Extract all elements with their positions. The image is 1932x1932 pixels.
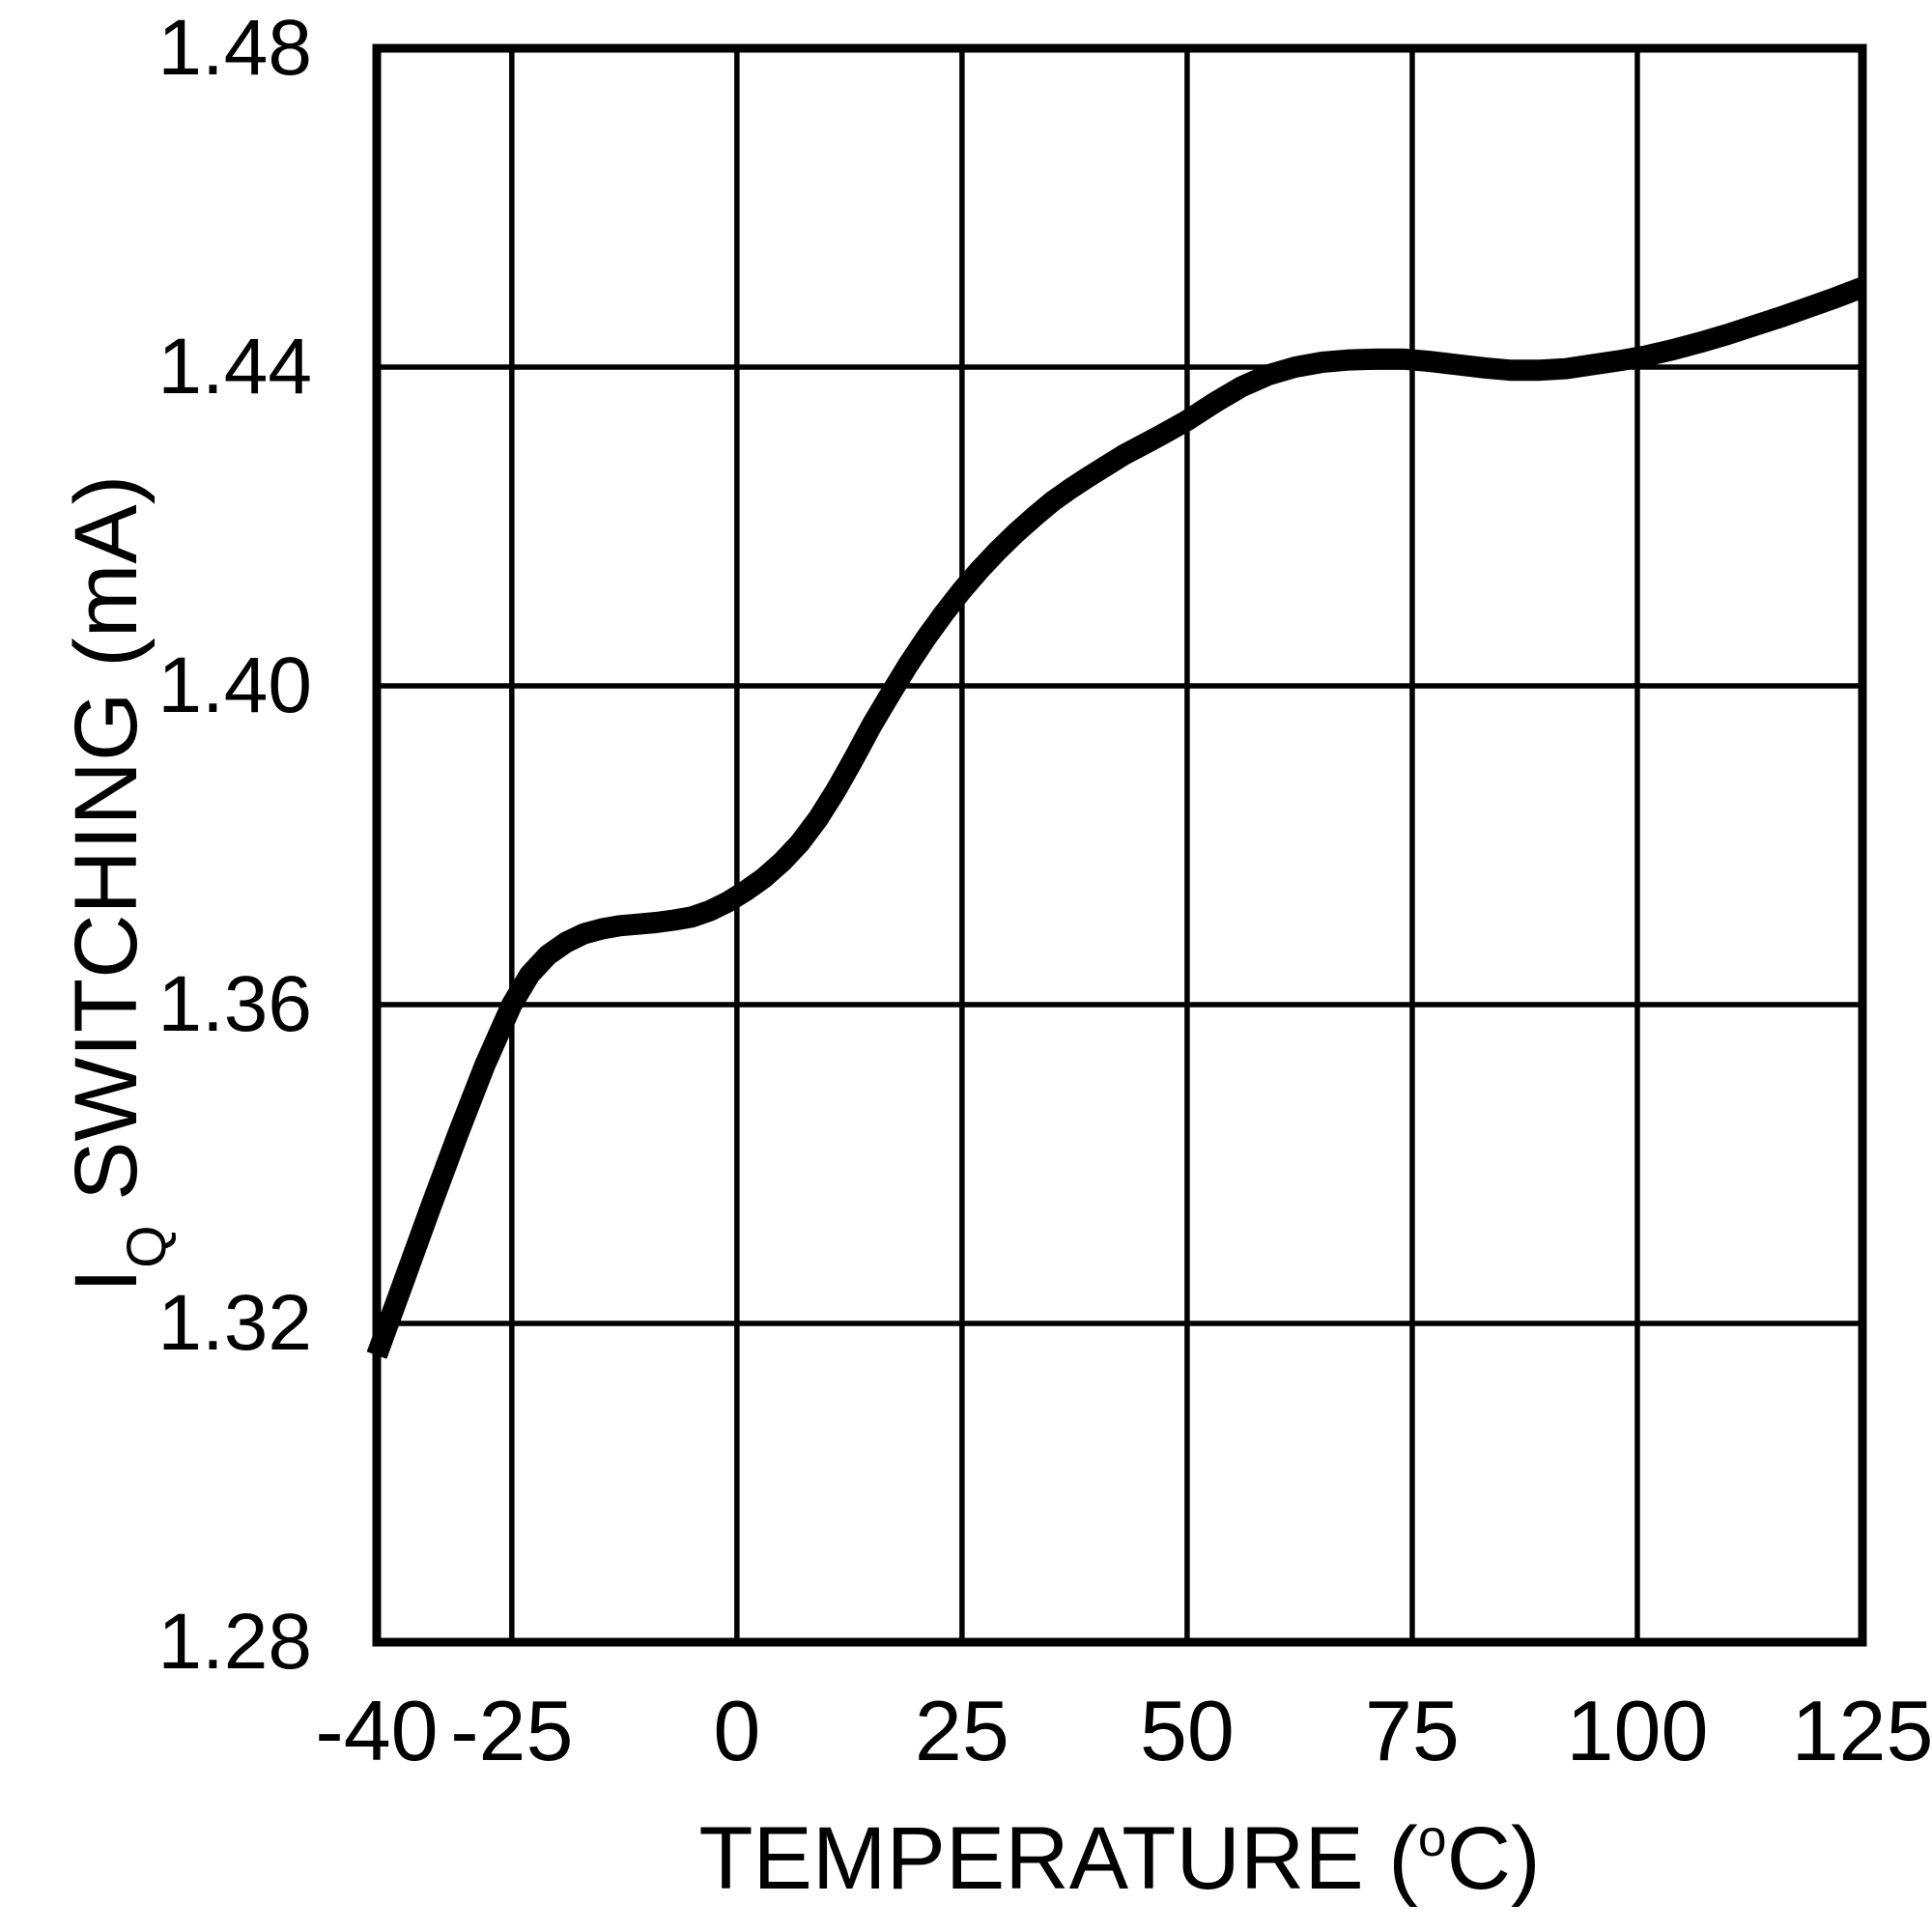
y-tick-label: 1.28 [157,1598,312,1686]
x-tick-label: -40 [315,1683,439,1778]
y-tick-label: 1.32 [157,1279,312,1367]
x-tick-label: -25 [450,1683,574,1778]
x-tick-label: 125 [1791,1683,1932,1778]
x-axis-title-unit: C) [1446,1809,1541,1908]
y-axis-title: IQ SWITCHING (mA) [57,475,178,1293]
plot-border [372,43,1867,1647]
x-tick-label: 100 [1566,1683,1709,1778]
y-axis-title-subscript: Q [115,1225,178,1268]
x-axis-title: TEMPERATURE (oC) [698,1813,1540,1903]
y-tick-label: 1.48 [157,4,312,92]
x-tick-label: 75 [1364,1683,1460,1778]
x-tick-label: 25 [914,1683,1009,1778]
y-axis-title-symbol: I [57,1267,156,1293]
y-tick-label: 1.44 [157,323,312,411]
y-axis-title-text: SWITCHING (mA) [57,474,156,1226]
x-axis-title-text: TEMPERATURE ( [698,1809,1418,1908]
x-tick-label: 0 [713,1683,761,1778]
x-tick-label: 50 [1139,1683,1235,1778]
series-line [366,277,1866,1359]
x-axis-title-degree: o [1417,1809,1447,1867]
y-tick-label: 1.40 [157,641,312,729]
y-tick-label: 1.36 [157,960,312,1048]
